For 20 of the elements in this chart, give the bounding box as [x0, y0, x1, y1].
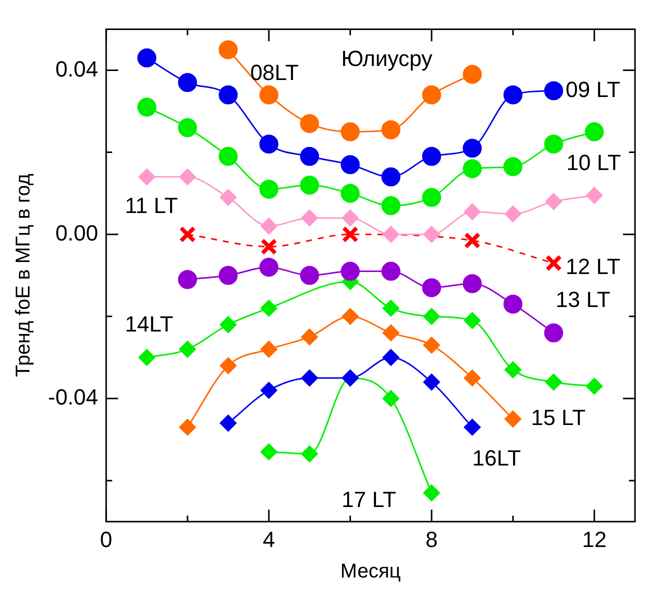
y-axis-title: Тренд foE в МГц в год — [12, 173, 35, 378]
series-label: 09 LT — [566, 76, 620, 102]
x-tick-label: 0 — [100, 526, 112, 552]
y-tick-label: 0.00 — [55, 220, 98, 246]
series-label: 08LT — [250, 60, 299, 85]
series-label: 10 LT — [566, 150, 621, 175]
x-tick-label: 12 — [582, 526, 607, 552]
y-tick-label: 0.04 — [55, 56, 98, 82]
y-tick-label: -0.04 — [48, 384, 98, 410]
series-label: 12 LT — [566, 254, 620, 280]
series-label: 11 LT — [124, 192, 178, 218]
x-axis-title: Месяц — [340, 560, 401, 583]
series-label: 16LT — [472, 445, 521, 470]
series-label: 13 LT — [556, 286, 610, 312]
series-label: 14LT — [124, 312, 174, 337]
x-tick-label: 8 — [425, 526, 438, 552]
x-tick-label: 4 — [262, 526, 275, 552]
series-label: 17 LT — [342, 486, 396, 512]
annotation: Юлиусру — [341, 46, 432, 72]
series-label: 15 LT — [530, 405, 586, 430]
